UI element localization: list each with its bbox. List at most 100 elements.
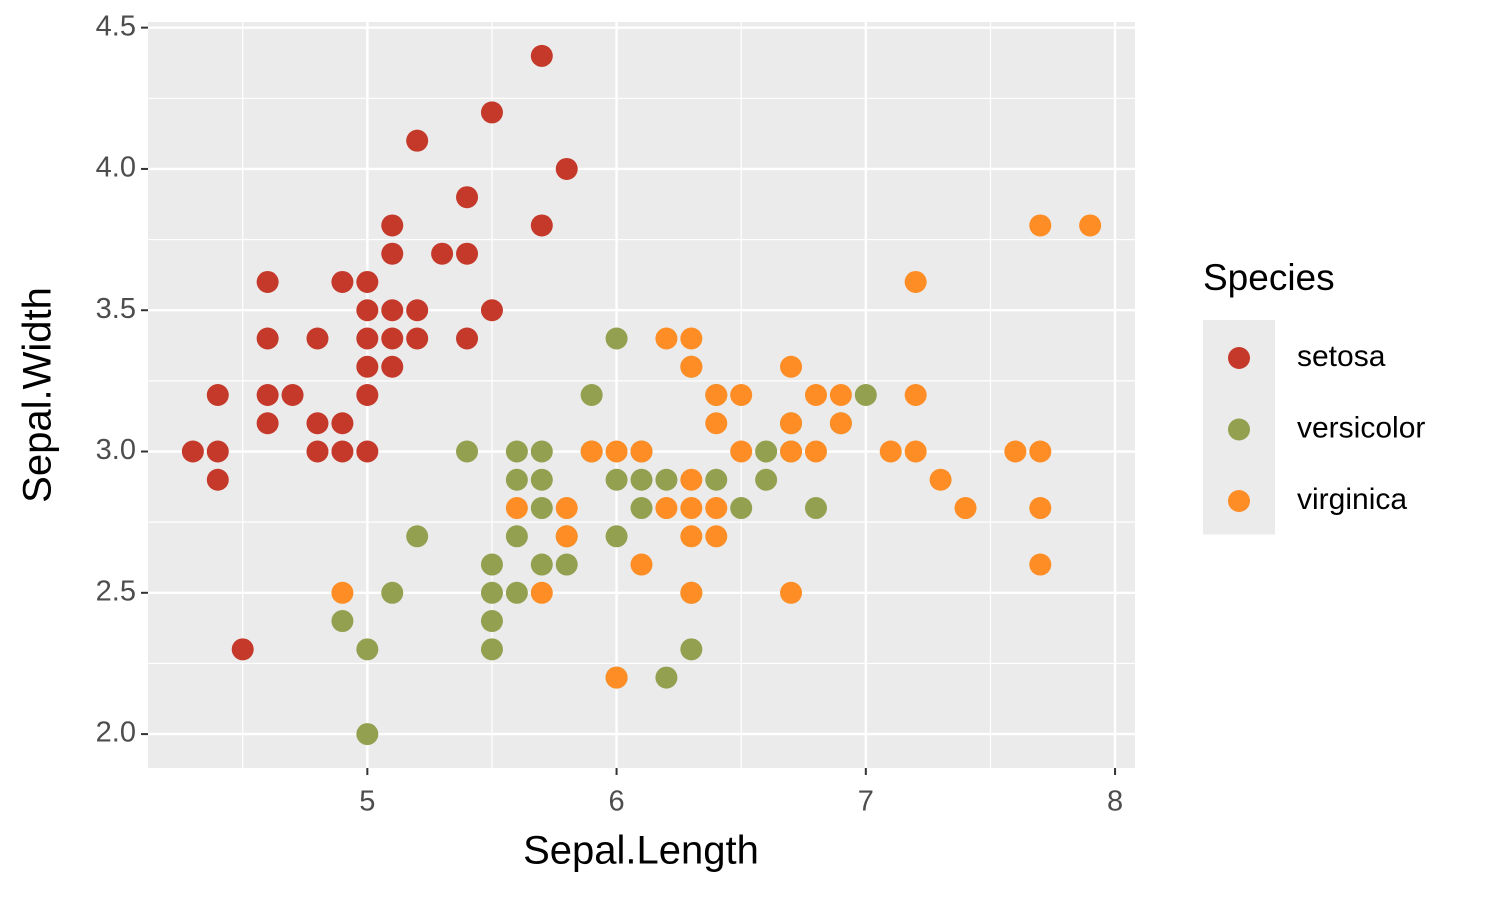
point [555, 497, 578, 520]
point [755, 440, 778, 463]
point [1029, 553, 1052, 576]
y-tick-label: 3.5 [96, 293, 136, 325]
point [331, 270, 354, 293]
legend-key [1228, 347, 1250, 369]
point [705, 468, 728, 491]
point [381, 355, 404, 378]
x-tick-label: 7 [858, 786, 874, 818]
point [705, 525, 728, 548]
y-tick-label: 2.5 [96, 575, 136, 607]
point [680, 581, 703, 604]
point [829, 384, 852, 406]
plot-panel [148, 22, 1135, 768]
point [256, 327, 279, 350]
legend-label: versicolor [1297, 411, 1425, 444]
point [206, 384, 229, 406]
point [904, 270, 927, 293]
point [780, 355, 803, 378]
point [331, 412, 354, 435]
point [356, 355, 379, 378]
point [406, 299, 429, 322]
y-tick-label: 4.0 [96, 152, 136, 184]
point [530, 581, 553, 604]
point [829, 412, 852, 435]
point [356, 723, 379, 746]
point [655, 497, 678, 520]
point [306, 412, 329, 435]
point [530, 553, 553, 576]
point [954, 497, 977, 520]
point [381, 327, 404, 350]
point [431, 242, 454, 265]
point [655, 327, 678, 350]
point [680, 468, 703, 491]
point [680, 327, 703, 350]
point [804, 384, 827, 406]
point [555, 525, 578, 548]
point [256, 270, 279, 293]
point [331, 581, 354, 604]
point [580, 384, 603, 406]
point [555, 553, 578, 576]
point [705, 384, 728, 406]
legend-label: setosa [1297, 340, 1386, 373]
point [256, 384, 279, 406]
point [505, 468, 528, 491]
y-tick-label: 4.5 [96, 10, 136, 42]
point [1029, 440, 1052, 463]
point [480, 638, 503, 661]
y-tick-label: 2.0 [96, 717, 136, 749]
point [381, 242, 404, 265]
point [804, 497, 827, 520]
legend-title: Species [1203, 257, 1335, 298]
point [705, 412, 728, 435]
point [505, 497, 528, 520]
point [256, 412, 279, 435]
point [480, 581, 503, 604]
point [356, 270, 379, 293]
point [780, 440, 803, 463]
point [904, 440, 927, 463]
point [630, 497, 653, 520]
point [231, 638, 254, 661]
y-axis-title: Sepal.Width [16, 287, 60, 503]
point [530, 497, 553, 520]
point [605, 440, 628, 463]
point [505, 440, 528, 463]
point [306, 327, 329, 350]
point [406, 525, 429, 548]
point [555, 157, 578, 180]
y-tick-label: 3.0 [96, 434, 136, 466]
point [530, 214, 553, 237]
point [1029, 214, 1052, 237]
x-axis-title: Sepal.Length [523, 829, 759, 873]
point [929, 468, 952, 491]
point [456, 327, 479, 350]
point [505, 525, 528, 548]
point [530, 468, 553, 491]
legend-key [1228, 418, 1250, 441]
point [904, 384, 927, 406]
point [780, 412, 803, 435]
point [605, 525, 628, 548]
point [530, 44, 553, 67]
point [680, 525, 703, 548]
point [181, 440, 204, 463]
point [406, 129, 429, 152]
point [655, 468, 678, 491]
point [780, 581, 803, 604]
point [680, 638, 703, 661]
point [406, 327, 429, 350]
point [680, 497, 703, 520]
point [605, 468, 628, 491]
point [705, 497, 728, 520]
legend-label: virginica [1297, 483, 1407, 516]
point [580, 440, 603, 463]
point [480, 610, 503, 633]
point [879, 440, 902, 463]
point [755, 468, 778, 491]
point [206, 468, 229, 491]
point [356, 638, 379, 661]
point [480, 553, 503, 576]
x-tick-label: 5 [359, 786, 375, 818]
